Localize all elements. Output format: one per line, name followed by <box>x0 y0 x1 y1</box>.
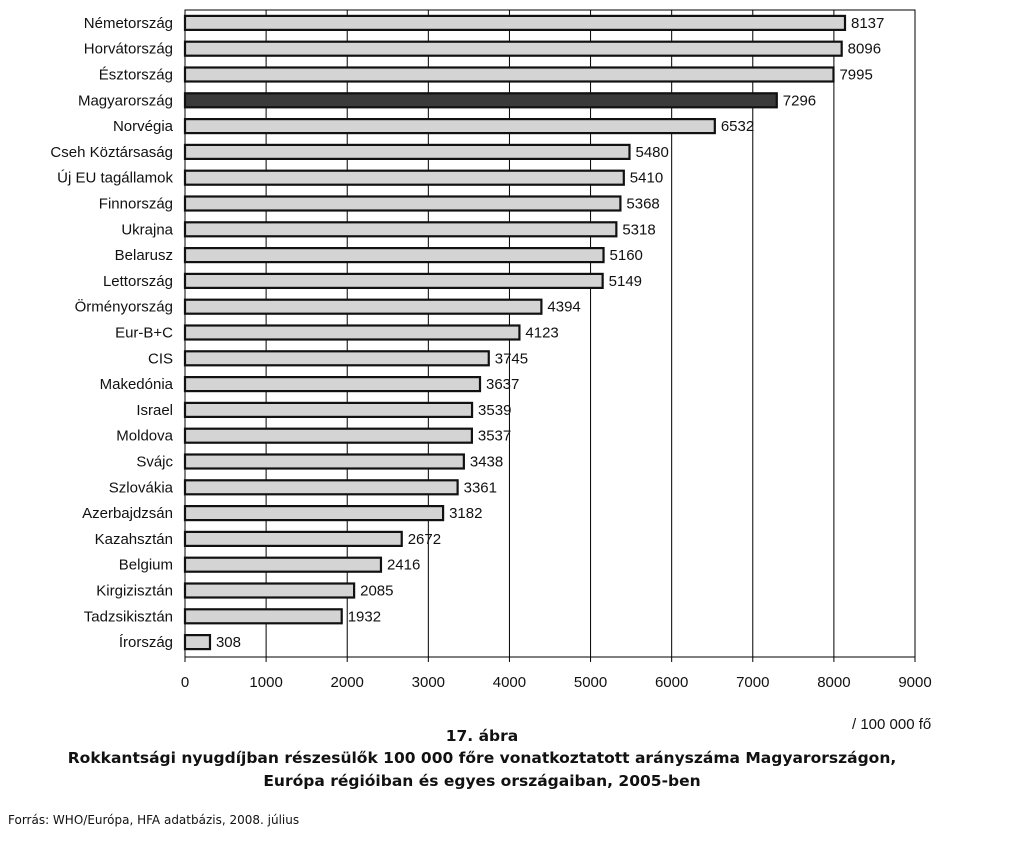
bar <box>183 582 356 599</box>
x-tick-label: 2000 <box>331 674 364 691</box>
category-label: Írország <box>119 634 173 651</box>
bar <box>183 221 618 238</box>
bar <box>183 633 212 651</box>
x-tick-label: 7000 <box>736 674 769 691</box>
category-label: Israel <box>136 402 173 419</box>
bar <box>183 195 622 212</box>
bar <box>183 247 605 264</box>
figure-number: 17. ábra <box>445 727 519 745</box>
bar <box>183 608 343 625</box>
bar <box>183 530 403 548</box>
x-tick-label: 6000 <box>655 674 688 691</box>
value-label: 1932 <box>348 608 381 625</box>
bar <box>183 401 474 418</box>
value-label: 5410 <box>630 170 663 187</box>
value-label: 7995 <box>839 67 872 84</box>
category-label: Finnország <box>99 196 173 213</box>
x-tick-label: 1000 <box>249 674 282 691</box>
gridlines <box>184 9 916 658</box>
value-label: 8096 <box>848 41 881 58</box>
category-label: Belgium <box>119 557 173 574</box>
value-label: 5149 <box>609 273 642 290</box>
bar <box>183 427 473 444</box>
x-tick-label: 3000 <box>412 674 445 691</box>
value-label: 5368 <box>626 196 659 213</box>
value-label: 4394 <box>547 299 580 316</box>
value-label: 5160 <box>610 247 643 264</box>
value-label: 3438 <box>470 454 503 471</box>
bar <box>183 66 835 83</box>
value-label: 2085 <box>360 583 393 600</box>
bar <box>183 143 631 160</box>
x-tick-label: 0 <box>181 674 189 691</box>
category-label: Magyarország <box>78 92 173 109</box>
bar <box>183 376 482 393</box>
value-label: 308 <box>216 634 241 651</box>
value-label: 3361 <box>464 479 497 496</box>
bar-highlighted <box>183 92 778 109</box>
value-label: 3539 <box>478 402 511 419</box>
category-label: Németország <box>84 15 173 32</box>
category-label: Lettország <box>103 273 173 290</box>
bar <box>183 350 490 367</box>
category-label: Szlovákia <box>109 479 174 496</box>
category-label: Új EU tagállamok <box>57 170 173 187</box>
category-label: Horvátország <box>84 41 173 58</box>
bar <box>183 453 465 470</box>
value-label: 6532 <box>721 118 754 135</box>
category-label: Moldova <box>116 428 173 445</box>
bar <box>183 14 847 31</box>
category-label: Kirgizisztán <box>96 583 173 600</box>
bar <box>183 117 716 135</box>
value-label: 4123 <box>525 325 558 342</box>
value-label: 3637 <box>486 376 519 393</box>
figure-title-line-2: Európa régióiban és egyes országaiban, 2… <box>263 772 701 790</box>
x-tick-label: 4000 <box>493 674 526 691</box>
category-label: Azerbajdzsán <box>82 505 173 522</box>
bar <box>183 272 604 289</box>
bars <box>183 14 847 651</box>
category-label: Makedónia <box>100 376 174 393</box>
bar <box>183 479 459 496</box>
x-axis: 0 1000 2000 3000 4000 5000 6000 7000 8000 9000 <box>181 657 932 691</box>
bar <box>183 169 625 186</box>
value-label: 7296 <box>783 92 816 109</box>
value-label: 3745 <box>495 350 528 367</box>
value-label: 2416 <box>387 557 420 574</box>
category-label: CIS <box>148 350 173 367</box>
x-tick-label: 5000 <box>574 674 607 691</box>
bar <box>183 505 445 522</box>
labels: Németország 8137 Horvátország 8096 Észtorszá… <box>50 15 884 651</box>
figure-title-line-1: Rokkantsági nyugdíjban részesülők 100 00… <box>67 749 897 767</box>
x-tick-label: 9000 <box>898 674 931 691</box>
category-label: Ukrajna <box>121 221 173 238</box>
value-label: 3537 <box>478 428 511 445</box>
x-tick-label: 8000 <box>817 674 850 691</box>
category-label: Észtország <box>99 67 173 84</box>
category-label: Tadzsikisztán <box>84 608 173 625</box>
value-label: 2672 <box>408 531 441 548</box>
value-label: 5318 <box>622 221 655 238</box>
bar <box>183 324 521 341</box>
category-label: Kazahsztán <box>95 531 173 548</box>
category-label: Örményország <box>75 298 173 316</box>
source-note: Forrás: WHO/Európa, HFA adatbázis, 2008.… <box>8 813 300 827</box>
bar-chart: Németország 8137 Horvátország 8096 Észtorszá… <box>50 9 932 691</box>
category-label: Norvégia <box>113 118 174 135</box>
category-label: Belarusz <box>115 247 173 264</box>
value-label: 8137 <box>851 15 884 32</box>
category-label: Eur-B+C <box>115 325 173 342</box>
category-label: Cseh Köztársaság <box>50 144 173 161</box>
bar <box>183 556 383 573</box>
category-label: Svájc <box>136 454 173 471</box>
value-label: 5480 <box>635 144 668 161</box>
bar <box>183 298 543 315</box>
value-label: 3182 <box>449 505 482 522</box>
bar <box>183 40 843 57</box>
x-axis-unit-label: / 100 000 fő <box>852 716 932 733</box>
